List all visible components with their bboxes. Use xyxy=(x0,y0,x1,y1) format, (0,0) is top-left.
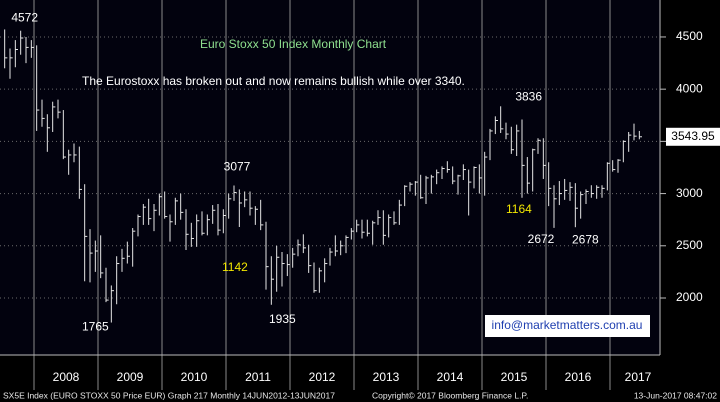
annotation-count: 1164 xyxy=(506,202,532,216)
contact-text: info@marketmatters.com.au xyxy=(492,318,643,332)
extreme-label: 1935 xyxy=(269,312,296,326)
chart-title: Euro Stoxx 50 Index Monthly Chart xyxy=(200,37,387,51)
extreme-label: 2678 xyxy=(572,232,599,246)
y-tick-label: 2000 xyxy=(676,290,703,304)
y-tick-label: 3000 xyxy=(676,186,703,200)
extreme-label: 2672 xyxy=(528,232,555,246)
x-tick-label: 2014 xyxy=(437,370,464,384)
x-tick-label: 2015 xyxy=(501,370,528,384)
extreme-label: 3077 xyxy=(224,160,251,174)
x-tick-label: 2010 xyxy=(181,370,208,384)
x-tick-label: 2017 xyxy=(625,370,652,384)
extreme-label: 1765 xyxy=(82,320,109,334)
footer-center: Copyright© 2017 Bloomberg Finance L.P. xyxy=(372,390,528,400)
y-tick-label: 4000 xyxy=(676,81,703,95)
last-price-label: 3543.95 xyxy=(671,129,715,143)
label-layer: 2000250030003500400045002008200920102011… xyxy=(11,11,720,384)
contact-box xyxy=(485,315,650,337)
last-price-box xyxy=(666,127,720,146)
x-tick-label: 2011 xyxy=(245,370,271,384)
footer-left: SX5E Index (EURO STOXX 50 Price EUR) Gra… xyxy=(3,390,335,400)
y-tick-label: 2500 xyxy=(676,238,703,252)
bar-layer xyxy=(4,29,642,323)
x-tick-label: 2008 xyxy=(53,370,80,384)
x-tick-label: 2012 xyxy=(309,370,336,384)
y-tick-label: 4500 xyxy=(676,29,703,43)
annotation-count: 1142 xyxy=(222,260,248,274)
extreme-label: 4572 xyxy=(11,11,38,25)
x-tick-label: 2016 xyxy=(565,370,592,384)
extreme-label: 3836 xyxy=(515,89,542,103)
footer-right: 13-Jun-2017 08:47:02 xyxy=(634,390,717,400)
annotation-note: The Eurostoxx has broken out and now rem… xyxy=(82,74,465,88)
x-tick-label: 2009 xyxy=(117,370,144,384)
grid-layer xyxy=(0,0,666,390)
x-tick-label: 2013 xyxy=(373,370,400,384)
plot-area xyxy=(0,0,660,355)
